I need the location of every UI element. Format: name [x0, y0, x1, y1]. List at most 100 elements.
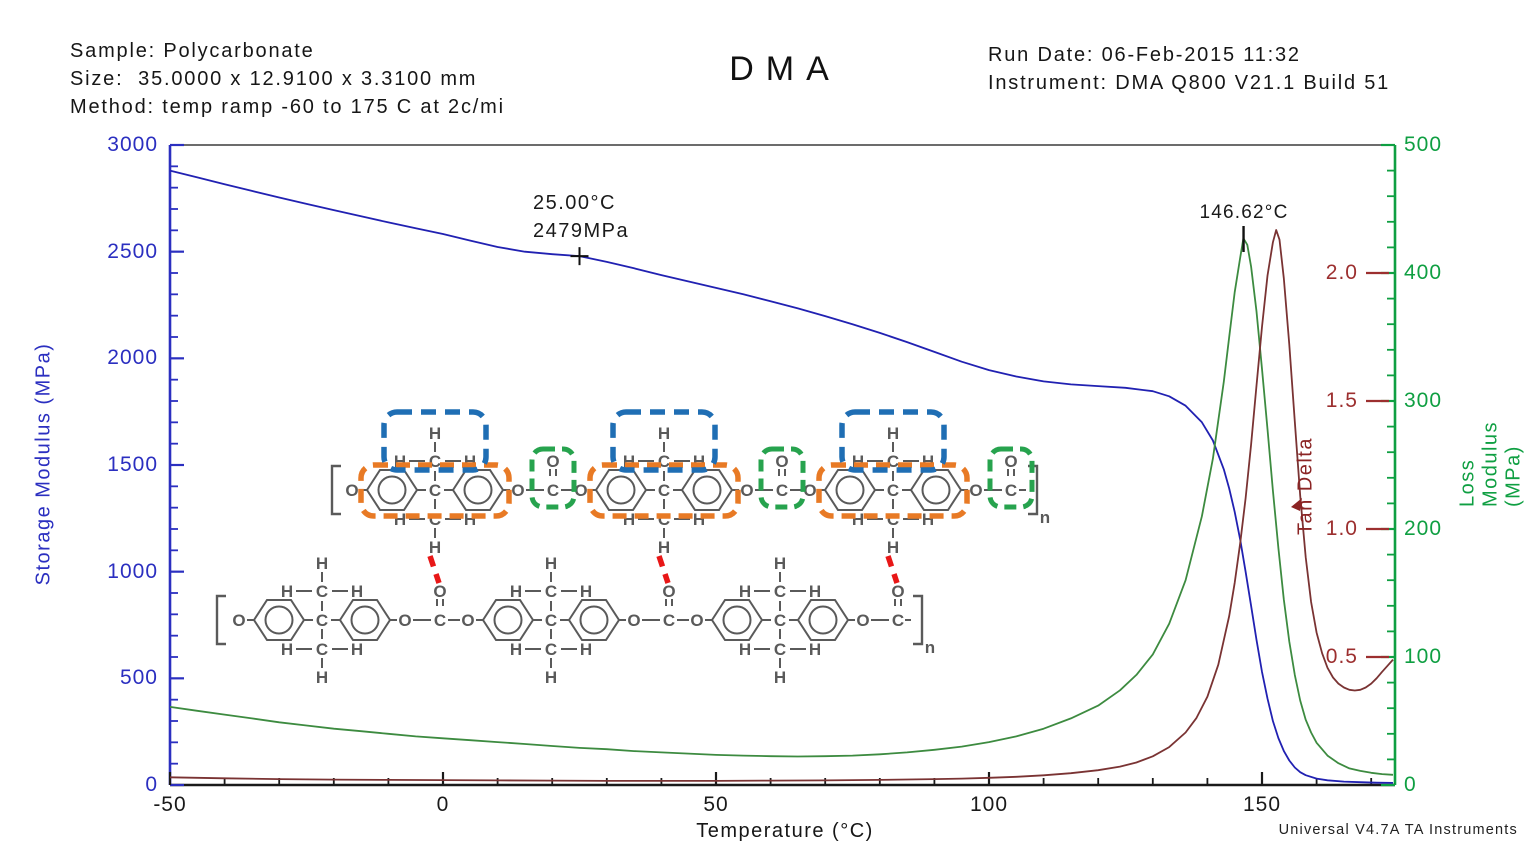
footer-credit: Universal V4.7A TA Instruments	[1278, 822, 1518, 838]
x-axis-title: Temperature (°C)	[696, 820, 874, 842]
atom-label: C	[887, 510, 899, 529]
atom-label: H	[809, 640, 821, 659]
atom-label: H	[429, 538, 441, 557]
carbonyl-oxygen: O	[891, 582, 904, 601]
repeat-bracket-right	[913, 594, 924, 646]
right-axis-tick-label: 0	[1404, 773, 1417, 796]
tan-delta-tick-label: 1.0	[1325, 517, 1358, 540]
sample-info: Sample: Polycarbonate	[70, 40, 315, 62]
left-axis-tick-label: 3000	[107, 133, 158, 156]
benzene-ring-circle	[264, 605, 294, 635]
tan-delta-tick-label: 2.0	[1325, 261, 1358, 284]
benzene-ring-circle	[808, 605, 838, 635]
atom-label: H	[739, 640, 751, 659]
carbonate-carbon: C	[892, 611, 904, 630]
atom-label: H	[887, 424, 899, 443]
interchain-interaction-link	[656, 555, 671, 584]
benzene-ring-circle	[350, 605, 380, 635]
right-axis-tick-label: 100	[1404, 645, 1443, 668]
carbonate-highlight-box	[529, 446, 577, 510]
atom-label: C	[774, 640, 786, 659]
bisphenol-highlight-box	[358, 462, 512, 519]
ether-oxygen: O	[803, 481, 816, 500]
atom-label: H	[281, 640, 293, 659]
ether-oxygen: O	[398, 611, 411, 630]
atom-label: H	[774, 668, 786, 687]
left-axis-tick-label: 1500	[107, 453, 158, 476]
atom-label: H	[852, 510, 864, 529]
benzene-ring-circle	[493, 605, 523, 635]
carbonate-carbon: C	[1005, 481, 1017, 500]
bisphenol-highlight-box	[816, 462, 970, 519]
atom-label: H	[510, 640, 522, 659]
bisphenol-highlight-box	[587, 462, 741, 519]
x-axis-tick-label: 0	[436, 793, 450, 816]
repeat-bracket-left	[215, 594, 226, 646]
quaternary-carbon: C	[887, 481, 899, 500]
right-axis-tick-label: 200	[1404, 517, 1443, 540]
atom-label: C	[774, 582, 786, 601]
atom-label: C	[429, 510, 441, 529]
atom-label: H	[658, 424, 670, 443]
methyl-highlight-box	[839, 409, 947, 473]
atom-label: H	[281, 582, 293, 601]
atom-label: C	[316, 640, 328, 659]
atom-label: H	[658, 538, 670, 557]
atom-label: H	[580, 640, 592, 659]
left-axis-tick-label: 500	[119, 666, 158, 690]
ether-oxygen: O	[461, 611, 474, 630]
atom-label: H	[693, 510, 705, 529]
repeat-bracket-left	[330, 464, 341, 516]
benzene-ring-circle	[692, 475, 722, 505]
atom-label: H	[510, 582, 522, 601]
atom-label: H	[464, 510, 476, 529]
right-axis-tick-label: 300	[1404, 389, 1443, 412]
x-axis-tick-label: 150	[1242, 793, 1282, 816]
atom-label: C	[316, 582, 328, 601]
carbonate-highlight-box	[987, 446, 1035, 510]
tan-delta-curve-label: Tan Delta	[1294, 437, 1317, 535]
repeat-n-subscript: n	[1040, 508, 1050, 527]
run-date-info: Run Date: 06-Feb-2015 11:32	[988, 44, 1301, 66]
carbonyl-oxygen: O	[662, 582, 675, 601]
ether-oxygen: O	[740, 481, 753, 500]
ether-oxygen: O	[511, 481, 524, 500]
right-axis-tick-label: 400	[1404, 261, 1443, 284]
methyl-highlight-box	[610, 409, 718, 473]
instrument-info: Instrument: DMA Q800 V21.1 Build 51	[988, 72, 1391, 94]
page-title: DMA	[729, 50, 841, 88]
benzene-ring-circle	[722, 605, 752, 635]
method-info: Method: temp ramp -60 to 175 C at 2c/mi	[70, 96, 505, 118]
methyl-highlight-box	[381, 409, 489, 473]
ether-oxygen: O	[627, 611, 640, 630]
carbonate-carbon: C	[547, 481, 559, 500]
carbonate-carbon: C	[434, 611, 446, 630]
benzene-ring-circle	[377, 475, 407, 505]
ether-oxygen: O	[690, 611, 703, 630]
carbonate-carbon: C	[776, 481, 788, 500]
left-axis-tick-label: 2000	[107, 346, 158, 370]
atom-label: C	[545, 640, 557, 659]
benzene-ring-circle	[835, 475, 865, 505]
benzene-ring-circle	[579, 605, 609, 635]
quaternary-carbon: C	[658, 481, 670, 500]
ether-oxygen: O	[969, 481, 982, 500]
interchain-interaction-link	[427, 555, 442, 584]
x-axis-tick-label: 100	[969, 793, 1009, 816]
benzene-ring-circle	[463, 475, 493, 505]
quaternary-carbon: C	[316, 611, 328, 630]
ether-oxygen: O	[856, 611, 869, 630]
left-axis-tick-label: 0	[145, 773, 158, 796]
atom-label: H	[545, 668, 557, 687]
point-annotation-modulus: 2479MPa	[533, 220, 630, 242]
right-axis-title: Loss Modulus (MPa)	[1456, 420, 1525, 508]
tan-delta-curve	[169, 229, 1394, 782]
benzene-ring-circle	[606, 475, 636, 505]
atom-label: H	[922, 510, 934, 529]
atom-label: H	[351, 582, 363, 601]
atom-label: H	[545, 554, 557, 573]
carbonyl-oxygen: O	[433, 582, 446, 601]
carbonate-carbon: C	[663, 611, 675, 630]
